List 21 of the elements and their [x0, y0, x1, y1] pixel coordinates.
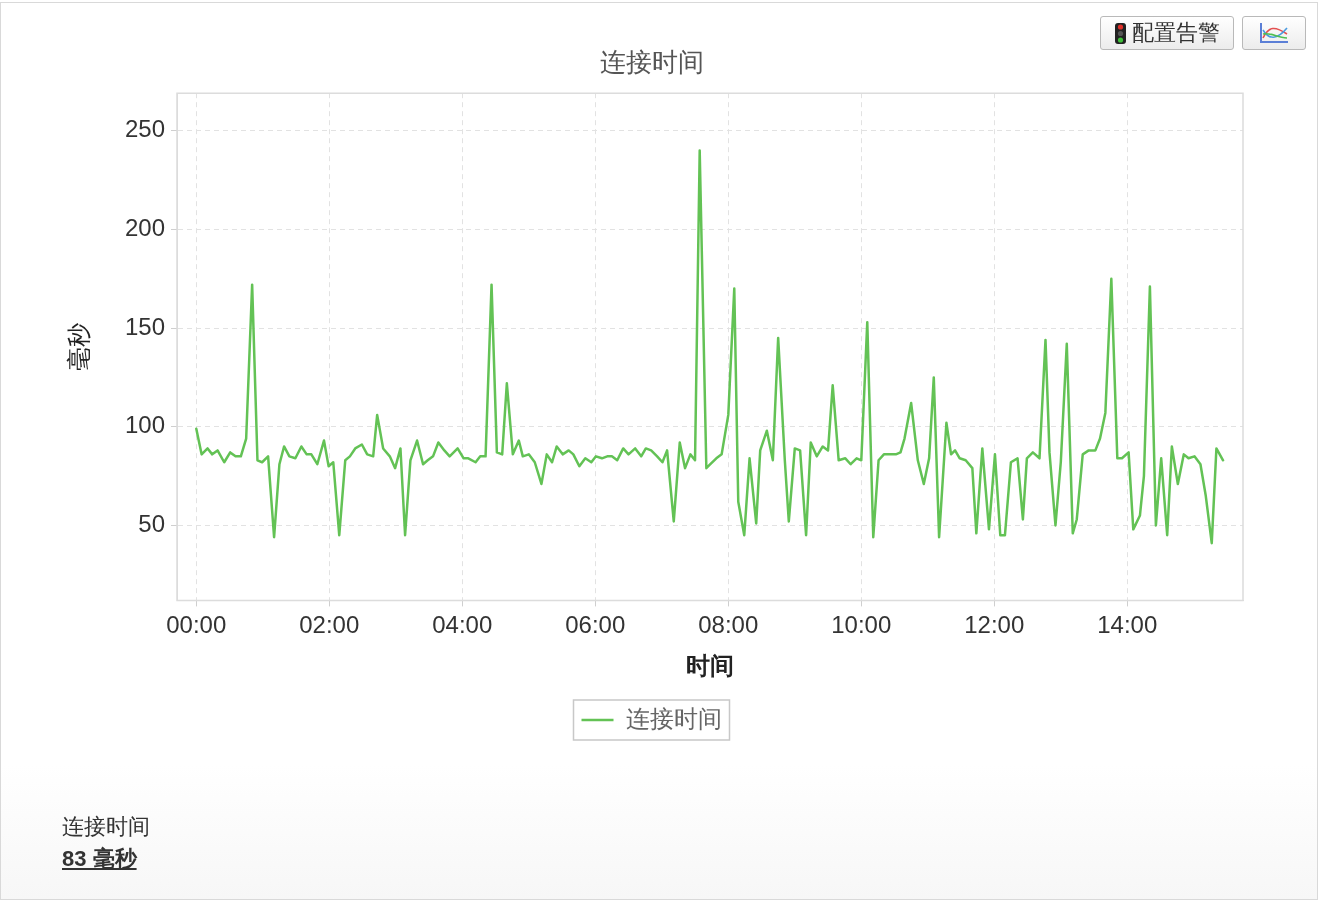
text: 连接时间 — [62, 813, 150, 841]
y-tick-label: 250 — [124, 115, 165, 143]
y-tick-label: 150 — [124, 312, 165, 340]
text: 83 毫秒 — [62, 845, 139, 873]
x-tick-label: 02:00 — [299, 611, 360, 639]
x-tick-label: 04:00 — [432, 611, 493, 639]
y-axis-title: 毫秒 — [65, 322, 93, 371]
x-axis-title: 时间 — [686, 652, 734, 680]
x-tick-label: 08:00 — [698, 611, 759, 639]
x-tick-label: 10:00 — [831, 611, 892, 639]
x-tick-label: 06:00 — [565, 611, 626, 639]
chart-button[interactable] — [1242, 16, 1306, 50]
alert-settings-button[interactable]: 配置告警 — [1100, 16, 1234, 50]
legend-label: 连接时间 — [625, 704, 722, 732]
chart-title: 连接时间 — [599, 46, 704, 77]
x-tick-label: 14:00 — [1097, 611, 1158, 639]
y-tick-label: 50 — [138, 510, 165, 538]
y-tick-label: 100 — [124, 411, 165, 439]
x-tick-label: 12:00 — [964, 611, 1025, 639]
x-tick-label: 00:00 — [166, 611, 227, 639]
y-tick-label: 200 — [124, 214, 165, 241]
